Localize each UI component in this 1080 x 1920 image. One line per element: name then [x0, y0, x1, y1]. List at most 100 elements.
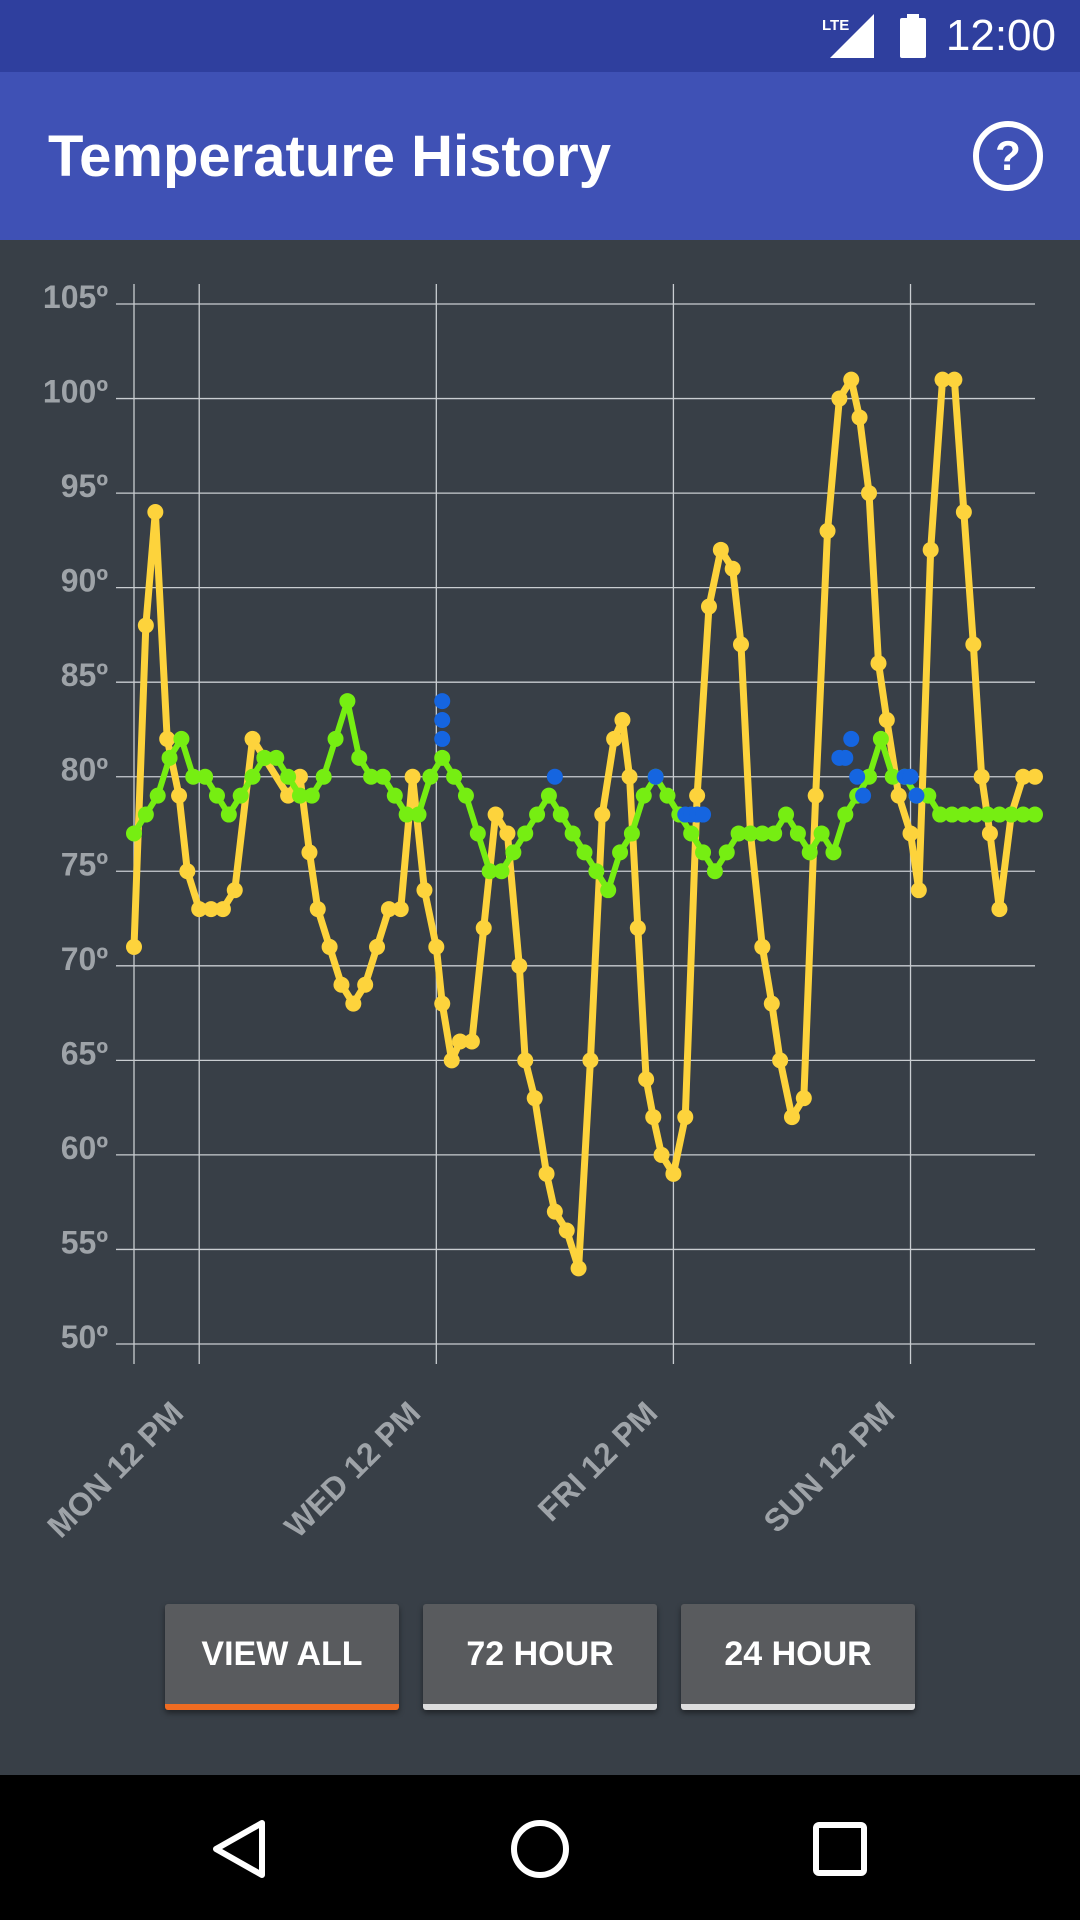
series-0-point — [570, 1260, 587, 1277]
recents-square-icon[interactable] — [800, 1809, 880, 1889]
series-0-point — [700, 598, 717, 615]
series-1-point — [683, 825, 700, 842]
series-0-point — [214, 901, 231, 918]
series-1-point — [220, 806, 237, 823]
y-tick-label: 80º — [61, 752, 109, 788]
series-1-point — [884, 768, 901, 785]
series-0-point — [831, 390, 848, 407]
series-1-point — [612, 844, 629, 861]
series-1-point — [529, 806, 546, 823]
home-circle-icon[interactable] — [500, 1809, 580, 1889]
series-2-point — [647, 768, 664, 785]
series-0-point — [890, 787, 907, 804]
series-0-point — [499, 825, 516, 842]
series-1-point — [718, 844, 735, 861]
series-0-line — [130, 376, 1039, 1272]
series-0-point — [452, 1033, 469, 1050]
series-0-point — [712, 541, 729, 558]
series-0-point — [795, 1090, 812, 1107]
lte-signal-icon: LTE — [822, 14, 874, 58]
series-1-point — [493, 863, 510, 880]
series-0-point — [689, 787, 706, 804]
series-1-point — [635, 787, 652, 804]
series-0-point — [1027, 768, 1043, 785]
range-button-bar: VIEW ALL 72 HOUR 24 HOUR — [0, 1604, 1080, 1714]
series-1-point — [126, 825, 142, 842]
series-1-point — [363, 768, 380, 785]
x-tick-label: SUN 12 PM — [757, 1394, 902, 1539]
series-1-point — [742, 825, 759, 842]
series-1-point — [351, 749, 368, 766]
help-circle-icon[interactable]: ? — [972, 120, 1044, 192]
series-0-point — [404, 768, 421, 785]
series-1-point — [813, 825, 830, 842]
series-1-point — [374, 768, 391, 785]
series-2-point — [546, 768, 563, 785]
series-2-point — [695, 806, 712, 823]
temperature-chart-svg: 50º 55º 60º 65º 70º 75º 80º 85º 90º 95º 100º 105º MO… — [40, 279, 1043, 1544]
page-title: Temperature History — [48, 124, 611, 189]
view-all-button[interactable]: VIEW ALL — [165, 1604, 399, 1710]
y-tick-label: 100º — [43, 374, 108, 410]
series-0-point — [463, 1033, 480, 1050]
24-hour-button[interactable]: 24 HOUR — [681, 1604, 915, 1710]
series-1-point — [434, 749, 451, 766]
series-0-point — [991, 901, 1008, 918]
series-0-point — [191, 901, 208, 918]
series-0-point — [843, 371, 860, 388]
system-nav-bar — [0, 1775, 1080, 1920]
series-1-point — [706, 863, 723, 880]
series-0-point — [416, 882, 433, 899]
status-bar: LTE 12:00 — [0, 0, 1080, 72]
series-1-point — [244, 768, 261, 785]
series-0-point — [475, 920, 492, 936]
series-1-point — [505, 844, 522, 861]
series-2-point — [855, 787, 872, 804]
series-0-point — [309, 901, 326, 918]
series-1-point — [197, 768, 214, 785]
series-0-point — [772, 1052, 789, 1069]
series-0-point — [819, 522, 836, 539]
series-1-point — [161, 749, 178, 766]
series-2-point — [902, 768, 919, 785]
series-0-point — [345, 995, 362, 1012]
series-0-point — [870, 655, 887, 672]
series-1-point — [327, 730, 344, 747]
series-1-point — [944, 806, 961, 823]
series-0-point — [526, 1090, 543, 1107]
series-1-point — [149, 787, 166, 804]
series-0-point — [724, 560, 741, 577]
series-0-point — [934, 371, 951, 388]
series-0-point — [126, 938, 142, 955]
svg-text:?: ? — [995, 132, 1021, 179]
series-0-point — [538, 1165, 555, 1182]
y-tick-label: 90º — [61, 563, 109, 599]
series-1-point — [967, 806, 984, 823]
series-1-point — [268, 749, 285, 766]
series-1-point — [540, 787, 557, 804]
series-0-point — [171, 787, 188, 804]
series-0-point — [226, 882, 243, 899]
series-1-point — [932, 806, 949, 823]
series-0-point — [922, 541, 939, 558]
series-0-point — [392, 901, 409, 918]
x-tick-label: WED 12 PM — [277, 1394, 427, 1544]
series-1-point — [564, 825, 581, 842]
series-1-point — [1003, 806, 1020, 823]
series-0-point — [621, 768, 638, 785]
series-0-point — [606, 730, 623, 747]
series-0-point — [783, 1109, 800, 1126]
series-0-point — [807, 787, 824, 804]
series-0-point — [137, 617, 154, 634]
series-0-point — [878, 712, 895, 728]
series-1-point — [208, 787, 225, 804]
series-1-point — [588, 863, 605, 880]
72-hour-button[interactable]: 72 HOUR — [423, 1604, 657, 1710]
series-0-point — [203, 901, 220, 918]
y-tick-label: 60º — [61, 1130, 109, 1166]
series-1-point — [789, 825, 806, 842]
back-triangle-icon[interactable] — [200, 1809, 280, 1889]
series-0-point — [443, 1052, 460, 1069]
y-tick-label: 50º — [61, 1319, 109, 1355]
series-0-point — [244, 730, 261, 747]
